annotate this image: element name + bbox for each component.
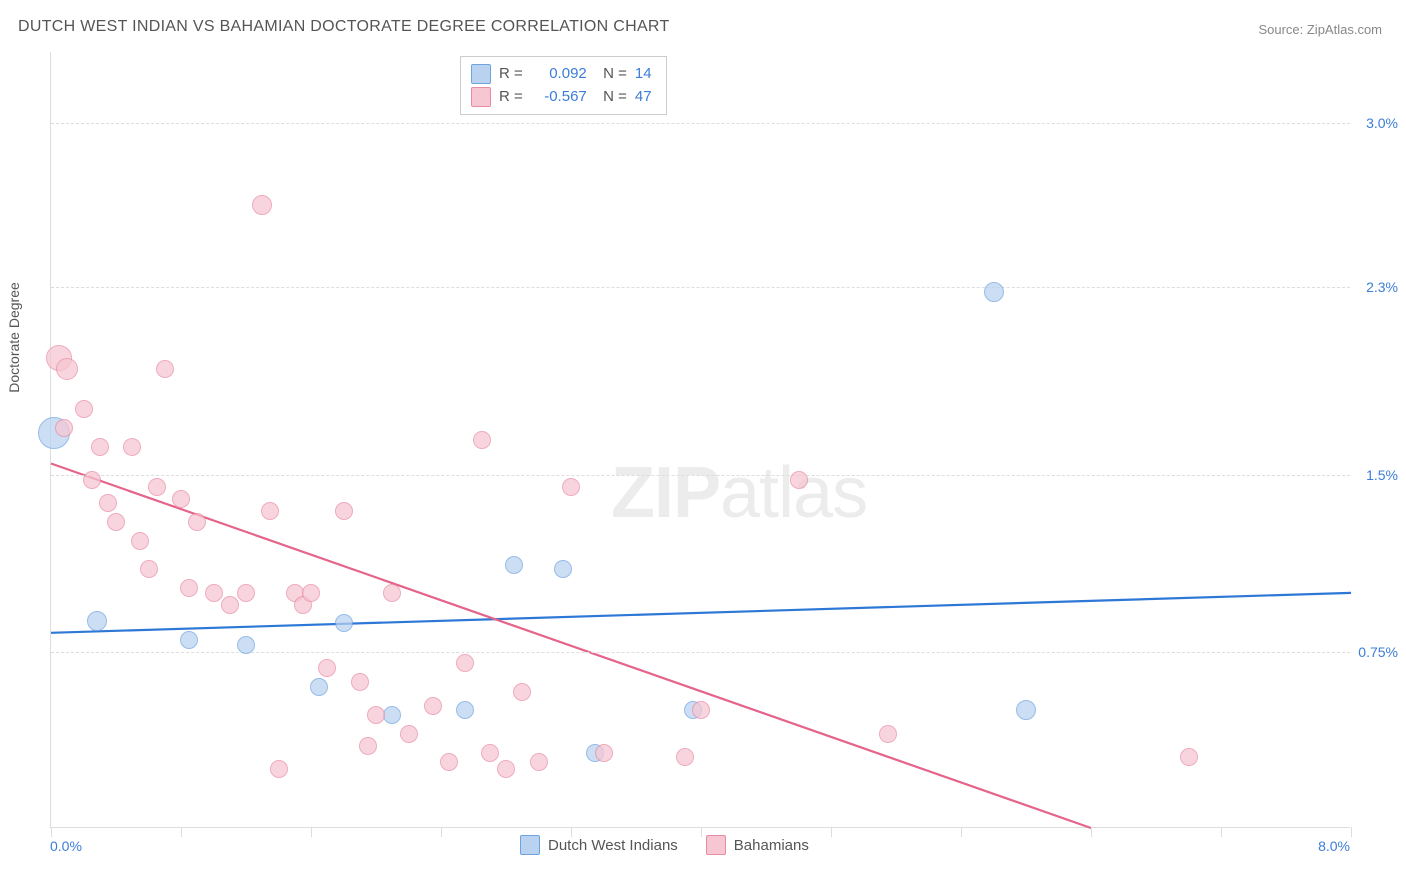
data-point (75, 400, 93, 418)
stats-r-label: R = (499, 63, 523, 86)
data-point (335, 614, 353, 632)
data-point (383, 584, 401, 602)
data-point (456, 654, 474, 672)
stats-row: R = 0.092 N = 14 (471, 63, 652, 86)
trend-line (51, 464, 1091, 828)
data-point (237, 584, 255, 602)
chart-plot-area: ZIPatlas 0.75%1.5%2.3%3.0% (50, 52, 1350, 828)
data-point (497, 760, 515, 778)
data-point (879, 725, 897, 743)
data-point (562, 478, 580, 496)
data-point (456, 701, 474, 719)
legend-swatch (471, 64, 491, 84)
y-tick-label: 1.5% (1366, 467, 1398, 483)
data-point (83, 471, 101, 489)
data-point (131, 532, 149, 550)
data-point (383, 706, 401, 724)
data-point (180, 579, 198, 597)
data-point (440, 753, 458, 771)
data-point (692, 701, 710, 719)
data-point (595, 744, 613, 762)
data-point (107, 513, 125, 531)
stats-n-label: N = (595, 63, 627, 86)
stats-n-value: 47 (635, 86, 652, 109)
data-point (302, 584, 320, 602)
chart-title: DUTCH WEST INDIAN VS BAHAMIAN DOCTORATE … (18, 18, 670, 36)
data-point (473, 431, 491, 449)
stats-n-value: 14 (635, 63, 652, 86)
x-tick (831, 827, 832, 837)
data-point (505, 556, 523, 574)
y-tick-label: 0.75% (1358, 644, 1398, 660)
legend-swatch (471, 87, 491, 107)
data-point (140, 560, 158, 578)
data-point (984, 282, 1004, 302)
x-tick (441, 827, 442, 837)
data-point (270, 760, 288, 778)
data-point (530, 753, 548, 771)
x-axis-max-label: 8.0% (1318, 838, 1350, 854)
source-label: Source: ZipAtlas.com (1258, 22, 1382, 37)
data-point (335, 502, 353, 520)
x-tick (181, 827, 182, 837)
y-tick-label: 3.0% (1366, 115, 1398, 131)
data-point (172, 490, 190, 508)
data-point (310, 678, 328, 696)
stats-n-label: N = (595, 86, 627, 109)
x-tick (1091, 827, 1092, 837)
data-point (351, 673, 369, 691)
gridline (51, 475, 1350, 476)
stats-r-label: R = (499, 86, 523, 109)
data-point (99, 494, 117, 512)
data-point (554, 560, 572, 578)
data-point (180, 631, 198, 649)
y-tick-label: 2.3% (1366, 279, 1398, 295)
legend-label: Dutch West Indians (548, 837, 678, 854)
data-point (87, 611, 107, 631)
data-point (205, 584, 223, 602)
data-point (56, 358, 78, 380)
data-point (318, 659, 336, 677)
data-point (91, 438, 109, 456)
data-point (148, 478, 166, 496)
legend-label: Bahamians (734, 837, 809, 854)
data-point (367, 706, 385, 724)
data-point (123, 438, 141, 456)
legend-item: Bahamians (706, 835, 809, 855)
bottom-legend: Dutch West Indians Bahamians (520, 835, 809, 855)
data-point (188, 513, 206, 531)
y-axis-title: Doctorate Degree (6, 282, 22, 393)
data-point (790, 471, 808, 489)
x-tick (1351, 827, 1352, 837)
data-point (481, 744, 499, 762)
data-point (252, 195, 272, 215)
x-axis-min-label: 0.0% (50, 838, 82, 854)
legend-swatch (520, 835, 540, 855)
data-point (359, 737, 377, 755)
stats-r-value: 0.092 (531, 63, 587, 86)
x-tick (51, 827, 52, 837)
data-point (424, 697, 442, 715)
data-point (156, 360, 174, 378)
gridline (51, 123, 1350, 124)
x-tick (961, 827, 962, 837)
legend-item: Dutch West Indians (520, 835, 678, 855)
x-tick (311, 827, 312, 837)
data-point (676, 748, 694, 766)
stats-r-value: -0.567 (531, 86, 587, 109)
data-point (1016, 700, 1036, 720)
gridline (51, 287, 1350, 288)
data-point (1180, 748, 1198, 766)
data-point (55, 419, 73, 437)
stats-row: R = -0.567 N = 47 (471, 86, 652, 109)
legend-swatch (706, 835, 726, 855)
data-point (261, 502, 279, 520)
x-tick (1221, 827, 1222, 837)
data-point (237, 636, 255, 654)
data-point (221, 596, 239, 614)
data-point (513, 683, 531, 701)
data-point (400, 725, 418, 743)
stats-legend-box: R = 0.092 N = 14R = -0.567 N = 47 (460, 56, 667, 115)
